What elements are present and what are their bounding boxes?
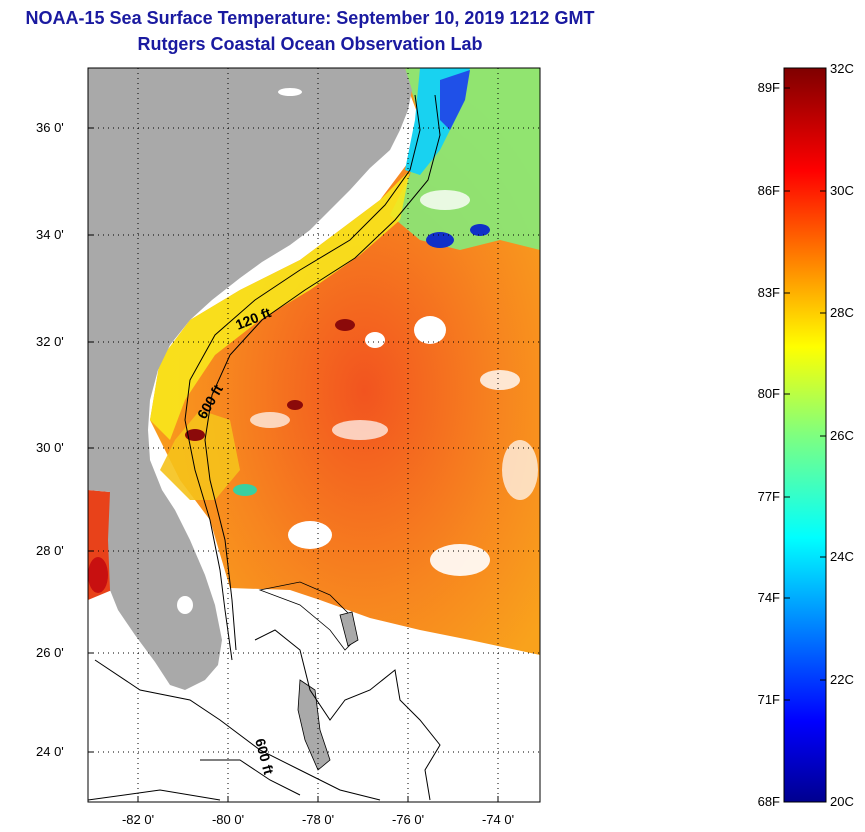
colorbar-label-77f: 77F — [757, 489, 780, 504]
lon-label-74: -74 0' — [481, 812, 515, 827]
map-title: NOAA-15 Sea Surface Temperature: Septemb… — [25, 8, 595, 28]
graticule — [88, 68, 540, 802]
colorbar-label-80f: 80F — [757, 386, 780, 401]
lon-label-78: -78 0' — [301, 812, 335, 827]
bathymetry-contours — [88, 94, 441, 801]
map-subtitle: Rutgers Coastal Ocean Observation Lab — [137, 34, 483, 54]
colorbar-label-20c: 20C — [830, 794, 854, 809]
map-frame — [87, 67, 541, 803]
lon-label-82: -82 0' — [121, 812, 155, 827]
colorbar-label-22c: 22C — [830, 672, 854, 687]
colorbar-label-28c: 28C — [830, 305, 854, 320]
lat-label-30: 30 0' — [36, 440, 64, 455]
lon-label-76: -76 0' — [391, 812, 425, 827]
colorbar-label-24c: 24C — [830, 549, 854, 564]
colorbar-label-32c: 32C — [830, 61, 854, 76]
lat-label-24: 24 0' — [36, 744, 64, 759]
colorbar-ticks — [784, 87, 826, 701]
colorbar-label-89f: 89F — [757, 80, 780, 95]
colorbar — [783, 67, 827, 803]
lat-label-32: 32 0' — [36, 334, 64, 349]
bahamas — [258, 581, 359, 771]
colorbar-label-71f: 71F — [757, 692, 780, 707]
lat-label-26: 26 0' — [36, 645, 64, 660]
colorbar-label-86f: 86F — [757, 183, 780, 198]
lon-label-80: -80 0' — [211, 812, 245, 827]
lat-label-34: 34 0' — [36, 227, 64, 242]
colorbar-label-30c: 30C — [830, 183, 854, 198]
colorbar-label-83f: 83F — [757, 285, 780, 300]
lat-label-36: 36 0' — [36, 120, 64, 135]
lat-label-28: 28 0' — [36, 543, 64, 558]
land-mass — [88, 68, 412, 690]
axis-ticks — [88, 127, 499, 802]
sst-field — [150, 68, 540, 655]
colorbar-label-68f: 68F — [757, 794, 780, 809]
colorbar-label-26c: 26C — [830, 428, 854, 443]
colorbar-label-74f: 74F — [757, 590, 780, 605]
